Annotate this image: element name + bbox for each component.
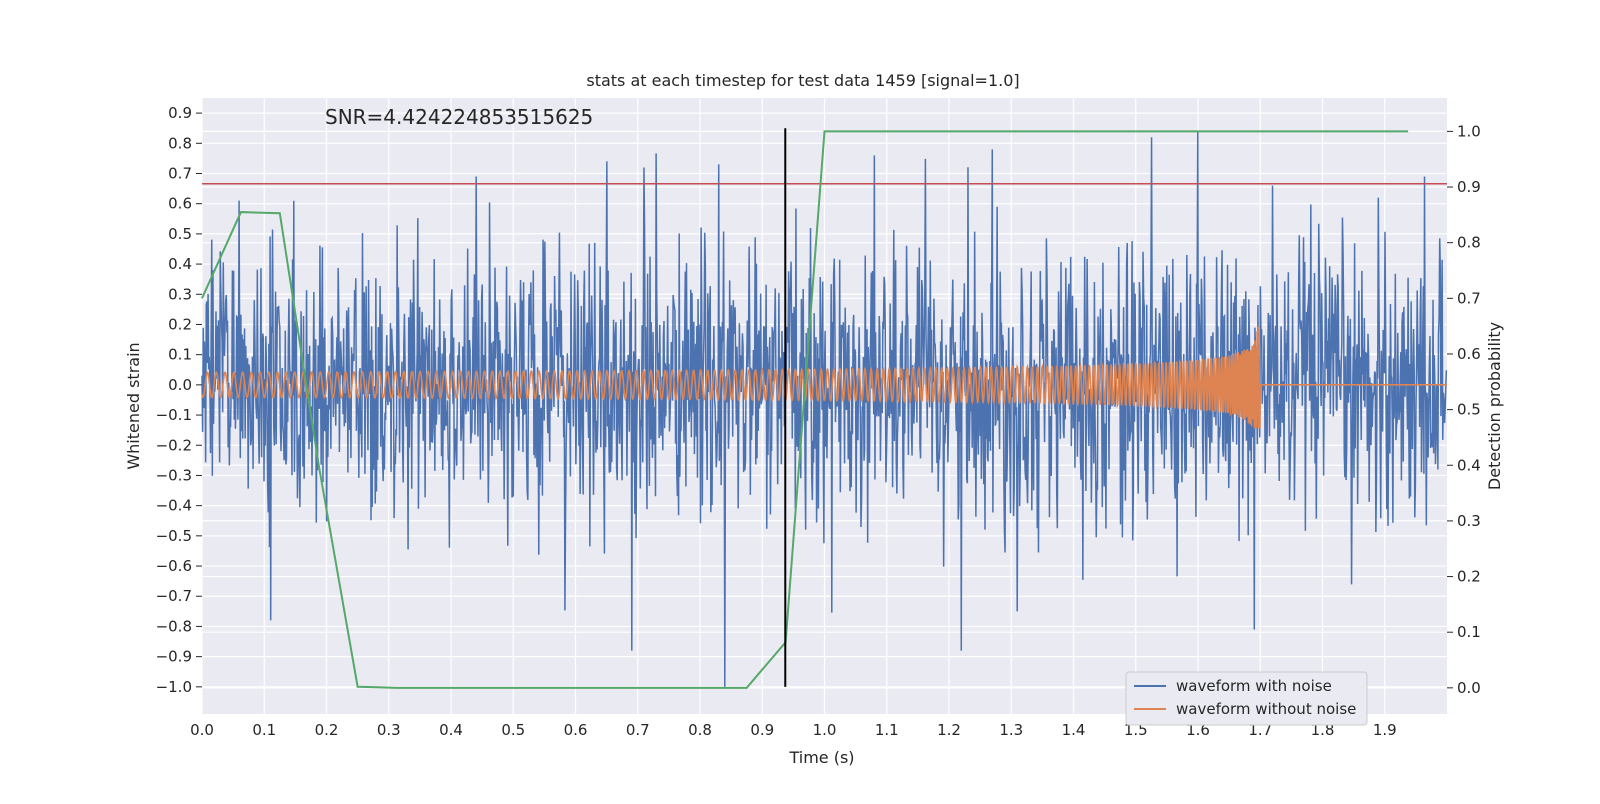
y-right-tick-label: 0.7 — [1457, 289, 1481, 307]
x-tick-label: 1.4 — [1062, 721, 1086, 739]
series-waveform-with-noise — [201, 131, 1448, 687]
y-left-tick-label: −0.6 — [156, 557, 192, 575]
x-tick-label: 1.9 — [1373, 721, 1397, 739]
y-left-tick-label: 0.5 — [168, 225, 192, 243]
x-tick-label: 0.1 — [252, 721, 276, 739]
x-tick-label: 1.2 — [937, 721, 961, 739]
x-tick-label: 0.7 — [626, 721, 650, 739]
legend-label-noise: waveform with noise — [1176, 677, 1332, 695]
y-right-tick-label: 0.6 — [1457, 345, 1481, 363]
x-tick-label: 0.6 — [564, 721, 588, 739]
x-tick-label: 0.3 — [377, 721, 401, 739]
y-right-tick-label: 0.8 — [1457, 234, 1481, 252]
y-left-tick-label: 0.4 — [168, 255, 192, 273]
legend-label-clean: waveform without noise — [1176, 700, 1356, 718]
snr-annotation: SNR=4.424224853515625 — [325, 105, 593, 129]
legend: waveform with noise waveform without noi… — [1125, 671, 1368, 726]
x-tick-label: 0.5 — [501, 721, 525, 739]
y-right-tick-label: 1.0 — [1457, 122, 1481, 140]
y-left-tick-label: 0.9 — [168, 104, 192, 122]
y-left-axis-ticks: 0.9 0.8 0.7 0.6 0.5 0.4 0.3 0.2 0.1 0.0 −0.1 −0.2 −0… — [156, 104, 202, 696]
y-left-tick-label: 0.8 — [168, 134, 192, 152]
y-left-tick-label: −0.2 — [156, 436, 192, 454]
y-left-tick-label: −0.8 — [156, 617, 192, 635]
x-tick-label: 0.0 — [190, 721, 214, 739]
legend-box — [1125, 671, 1368, 726]
y-right-axis-label: Detection probability — [1485, 322, 1504, 490]
overlay-layer — [201, 128, 1447, 689]
series-layer — [201, 131, 1448, 687]
series-waveform-without-noise — [201, 326, 1447, 429]
x-tick-label: 0.9 — [750, 721, 774, 739]
x-tick-label: 0.4 — [439, 721, 463, 739]
y-left-tick-label: 0.7 — [168, 164, 192, 182]
y-left-tick-label: 0.0 — [168, 376, 192, 394]
chart-title: stats at each timestep for test data 145… — [586, 71, 1019, 90]
y-left-tick-label: −0.1 — [156, 406, 192, 424]
y-left-tick-label: 0.6 — [168, 195, 192, 213]
y-left-tick-label: −1.0 — [156, 678, 192, 696]
series-detection-probability — [201, 130, 1409, 689]
y-right-tick-label: 0.2 — [1457, 568, 1481, 586]
x-tick-label: 1.3 — [999, 721, 1023, 739]
x-tick-label: 1.1 — [875, 721, 899, 739]
y-right-tick-label: 0.5 — [1457, 401, 1481, 419]
y-right-tick-label: 0.1 — [1457, 623, 1481, 641]
y-right-tick-label: 0.9 — [1457, 178, 1481, 196]
y-left-tick-label: −0.7 — [156, 587, 192, 605]
y-left-axis-label: Whitened strain — [124, 342, 143, 469]
y-left-tick-label: 0.3 — [168, 285, 192, 303]
y-left-tick-label: −0.9 — [156, 648, 192, 666]
x-tick-label: 0.2 — [315, 721, 339, 739]
y-left-tick-label: −0.5 — [156, 527, 192, 545]
y-right-axis-ticks: 1.0 0.9 0.8 0.7 0.6 0.5 0.4 0.3 0.2 0.1 0.0 — [1447, 122, 1481, 697]
x-tick-label: 0.8 — [688, 721, 712, 739]
x-axis-label: Time (s) — [788, 748, 854, 767]
y-right-tick-label: 0.3 — [1457, 512, 1481, 530]
y-right-tick-label: 0.0 — [1457, 679, 1481, 697]
x-axis-ticks: 0.0 0.1 0.2 0.3 0.4 0.5 0.6 0.7 0.8 0.9 1.0 1.1 1.2 1… — [190, 721, 1397, 739]
y-left-tick-label: −0.4 — [156, 497, 192, 515]
x-tick-label: 1.0 — [813, 721, 837, 739]
y-right-tick-label: 0.4 — [1457, 456, 1481, 474]
y-left-tick-label: 0.2 — [168, 315, 192, 333]
y-left-tick-label: 0.1 — [168, 346, 192, 364]
y-left-tick-label: −0.3 — [156, 466, 192, 484]
